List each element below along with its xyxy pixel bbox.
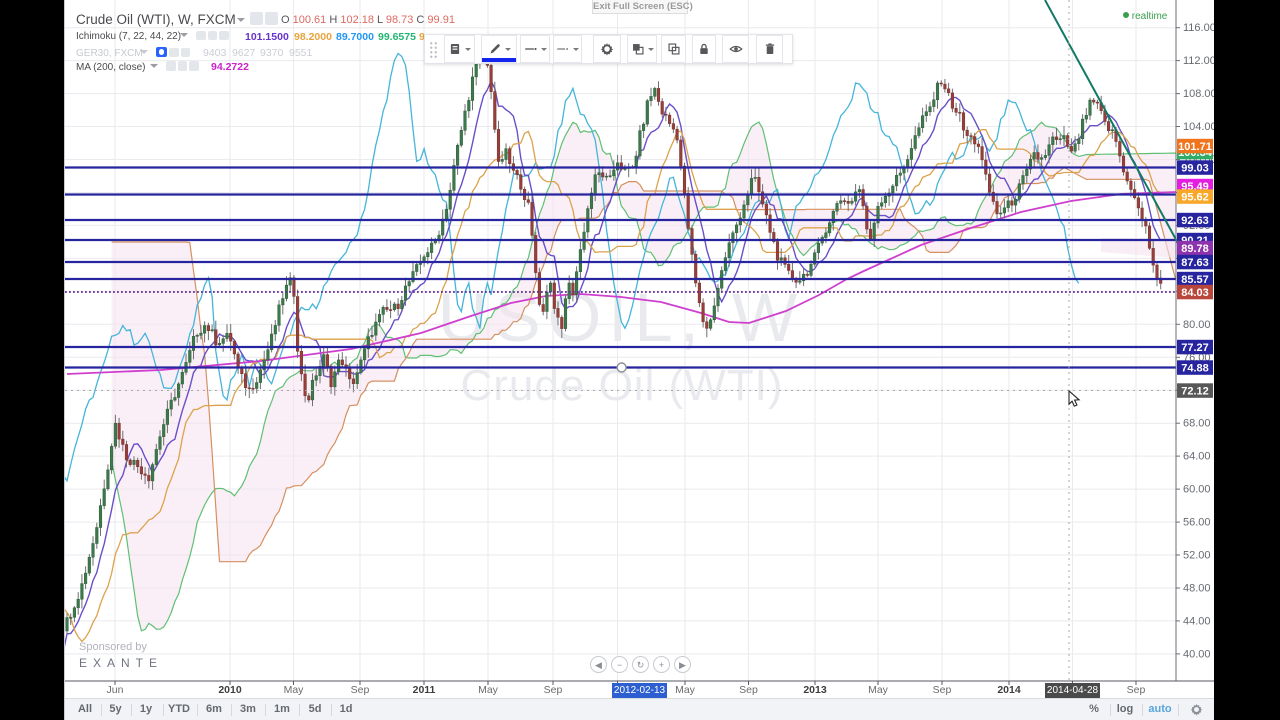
svg-text:116.00: 116.00 — [1183, 22, 1214, 34]
svg-text:74.88: 74.88 — [1181, 362, 1209, 374]
svg-text:89.78: 89.78 — [1181, 243, 1209, 255]
svg-text:80.00: 80.00 — [1183, 319, 1211, 331]
svg-text:87.63: 87.63 — [1181, 257, 1209, 269]
svg-text:52.00: 52.00 — [1183, 550, 1211, 562]
svg-text:72.12: 72.12 — [1181, 385, 1209, 397]
svg-text:104.00: 104.00 — [1183, 121, 1214, 133]
svg-text:84.03: 84.03 — [1181, 287, 1209, 299]
svg-text:68.00: 68.00 — [1183, 418, 1211, 430]
svg-text:44.00: 44.00 — [1183, 615, 1211, 627]
svg-text:99.03: 99.03 — [1181, 162, 1209, 174]
svg-text:40.00: 40.00 — [1183, 648, 1211, 660]
svg-text:85.57: 85.57 — [1181, 274, 1209, 286]
svg-text:64.00: 64.00 — [1183, 451, 1211, 463]
svg-text:77.27: 77.27 — [1181, 342, 1209, 354]
svg-text:101.71: 101.71 — [1178, 141, 1212, 153]
svg-text:92.63: 92.63 — [1181, 215, 1209, 227]
svg-text:48.00: 48.00 — [1183, 583, 1211, 595]
svg-text:56.00: 56.00 — [1183, 517, 1211, 529]
svg-text:95.62: 95.62 — [1181, 191, 1209, 203]
svg-text:112.00: 112.00 — [1183, 55, 1214, 67]
svg-text:60.00: 60.00 — [1183, 484, 1211, 496]
svg-text:108.00: 108.00 — [1183, 88, 1214, 100]
